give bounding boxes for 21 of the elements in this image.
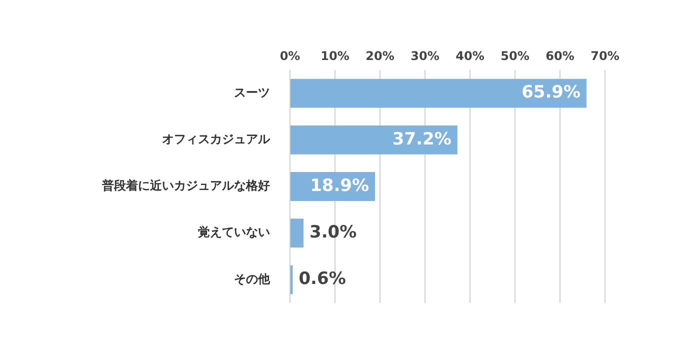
- x-tick-label: 60%: [546, 48, 574, 63]
- data-label: 3.0%: [310, 222, 357, 243]
- y-tick-label: スーツ: [234, 85, 270, 100]
- bar: [290, 125, 458, 154]
- y-tick-label: その他: [234, 272, 271, 286]
- x-tick-label: 20%: [366, 48, 394, 63]
- y-tick-label: オフィスカジュアル: [162, 132, 271, 146]
- x-tick-label: 0%: [280, 48, 300, 63]
- x-tick-label: 30%: [410, 48, 440, 63]
- data-label: 37.2%: [392, 129, 452, 150]
- x-tick-label: 70%: [590, 48, 620, 63]
- x-tick-label: 40%: [456, 48, 484, 63]
- x-tick-label: 50%: [500, 48, 530, 63]
- data-label: 65.9%: [522, 82, 581, 103]
- y-tick-label: 普段着に近いカジュアルな格好: [101, 178, 270, 193]
- x-tick-label: 10%: [320, 48, 350, 63]
- data-label: 0.6%: [298, 269, 346, 290]
- data-label: 18.9%: [310, 176, 370, 196]
- y-tick-label: 覚えていない: [198, 225, 270, 240]
- bar: [290, 218, 304, 248]
- bar: [290, 78, 587, 108]
